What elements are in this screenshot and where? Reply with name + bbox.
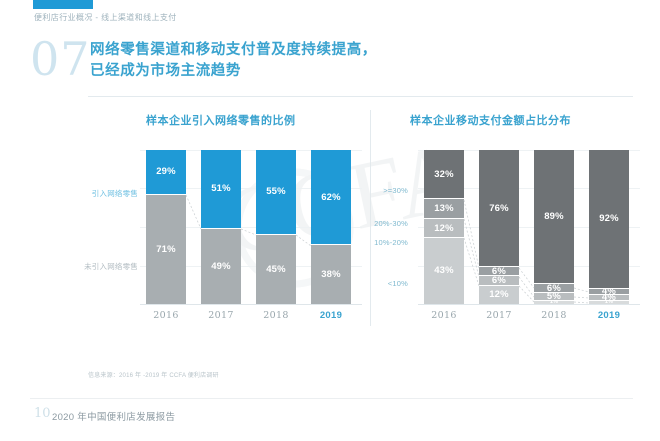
legend-label-no-online-retail: 未引入网络零售 (84, 262, 138, 271)
bar-segment: 32% (424, 150, 464, 200)
x-tick: 2018 (541, 310, 567, 321)
chart-title-right: 样本企业移动支付金额占比分布 (410, 115, 571, 127)
bar-segment: 12% (479, 285, 519, 304)
bar-segment: 6% (534, 284, 574, 294)
x-tick: 2017 (208, 310, 234, 321)
bar-segment: 6% (479, 276, 519, 286)
x-tick: 2017 (486, 310, 512, 321)
bar-segment: 89% (534, 150, 574, 285)
plot-area-right: 32% 13% 12% 43% 76% 6% 6% 12% 89% 6% 5% … (418, 150, 640, 305)
page-title: 网络零售渠道和移动支付普及度持续提高， 已经成为市场主流趋势 (90, 40, 510, 82)
x-tick-highlight: 2019 (597, 310, 621, 321)
page-number: 10 (34, 406, 51, 421)
footer-divider (30, 398, 633, 399)
x-tick-highlight: 2019 (319, 310, 343, 321)
bar-segment: 6% (479, 267, 519, 277)
bar-segment: 38% (311, 245, 351, 304)
bar-segment: 5% (534, 293, 574, 301)
legend-label-ge30: >=30% (383, 186, 408, 195)
chart-mobile-payment-share: 32% 13% 12% 43% 76% 6% 6% 12% 89% 6% 5% … (418, 150, 640, 330)
x-tick: 2016 (153, 310, 179, 321)
bar-segment: 76% (479, 150, 519, 268)
legend-label-20to30: 20%-30% (374, 219, 408, 228)
bar-group: 29% 71% (146, 150, 186, 304)
bar-group: 92% 4% 4% 1% (589, 150, 629, 304)
x-tick: 2018 (263, 310, 289, 321)
headline-line-1: 网络零售渠道和移动支付普及度持续提高， (90, 42, 377, 58)
x-tick: 2016 (431, 310, 457, 321)
bar-segment: 43% (424, 237, 464, 304)
bar-group: 76% 6% 6% 12% (479, 150, 519, 304)
source-note: 信息来源：2016 年 -2019 年 CCFA 便利店调研 (88, 373, 219, 379)
panel-divider (370, 110, 371, 326)
bar-segment: 12% (424, 219, 464, 238)
bar-segment: 51% (201, 150, 241, 229)
bar-segment: 29% (146, 150, 186, 195)
bar-segment: 1% (534, 300, 574, 304)
bar-group: 51% 49% (201, 150, 241, 304)
bar-group: 62% 38% (311, 150, 351, 304)
headline-line-2: 已经成为市场主流趋势 (90, 63, 241, 79)
kicker-text: 便利店行业概况 - 线上渠道和线上支付 (34, 13, 177, 22)
bar-segment: 62% (311, 150, 351, 246)
x-axis-line-left (140, 304, 362, 305)
bar-segment: 4% (589, 294, 629, 301)
chart-title-left: 样本企业引入网络零售的比例 (146, 115, 296, 127)
x-axis-line-right (418, 304, 640, 305)
legend-label-online-retail: 引入网络零售 (91, 189, 138, 198)
top-accent-bar (33, 0, 93, 9)
bar-group: 32% 13% 12% 43% (424, 150, 464, 304)
x-axis-left: 2016 2017 2018 2019 (140, 310, 362, 328)
bar-segment: 55% (256, 150, 296, 235)
bar-group: 89% 6% 5% 1% (534, 150, 574, 304)
legend-label-lt10: <10% (387, 279, 408, 288)
report-title: 2020 年中国便利店发展报告 (52, 412, 176, 423)
bar-segment: 71% (146, 194, 186, 304)
bar-segment: 92% (589, 150, 629, 289)
bar-segment: 45% (256, 234, 296, 304)
bar-segment: 1% (589, 300, 629, 304)
x-axis-right: 2016 2017 2018 2019 (418, 310, 640, 328)
bar-group: 55% 45% (256, 150, 296, 304)
bar-segment: 49% (201, 228, 241, 304)
header-divider (88, 96, 633, 97)
legend-label-10to20: 10%-20% (374, 238, 408, 247)
section-number: 07 (30, 32, 91, 86)
plot-area-left: 29% 71% 51% 49% 55% 45% 62% 38% (140, 150, 362, 305)
bar-segment: 13% (424, 199, 464, 220)
chart-online-retail-adoption: 29% 71% 51% 49% 55% 45% 62% 38% (140, 150, 362, 330)
bar-segment: 4% (589, 288, 629, 295)
